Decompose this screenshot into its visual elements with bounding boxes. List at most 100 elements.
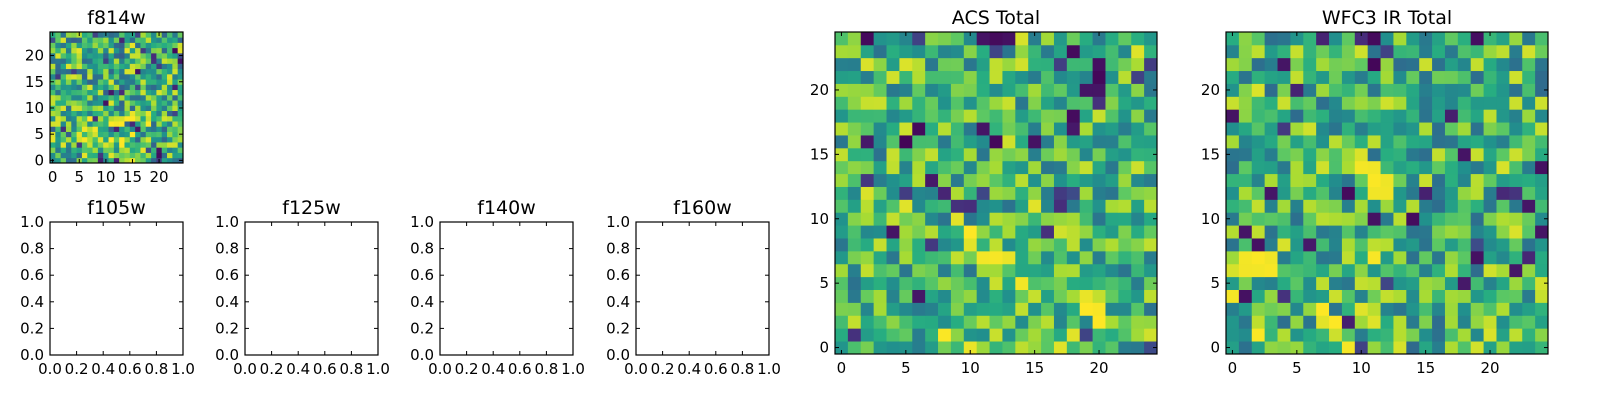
heatmap-cell (950, 212, 965, 226)
heatmap-cell (938, 173, 952, 187)
heatmap-cell (1457, 212, 1472, 226)
heatmap-cell (103, 142, 109, 148)
heatmap-cell (963, 57, 978, 72)
heatmap-cell (1406, 160, 1420, 175)
heatmap-cell (1329, 109, 1343, 123)
heatmap-cell (1131, 328, 1145, 342)
heatmap-cell (1535, 263, 1549, 278)
heatmap-cell (50, 152, 56, 159)
heatmap-cell (81, 47, 88, 54)
heatmap-cell (1393, 302, 1407, 316)
heatmap-cell (76, 58, 83, 64)
heatmap-cell (1444, 238, 1459, 252)
heatmap-cell (1444, 160, 1459, 175)
heatmap-cell (60, 110, 67, 117)
heatmap-cell (1406, 276, 1420, 290)
heatmap-cell (1066, 122, 1081, 136)
heatmap-cell (71, 37, 77, 43)
heatmap-cell (925, 44, 939, 59)
heatmap-cell (55, 115, 62, 122)
heatmap-cell (1341, 328, 1356, 342)
heatmap-cell (1329, 147, 1343, 162)
heatmap-cell (925, 186, 939, 200)
heatmap-cell (81, 68, 88, 75)
heatmap-cell (1092, 302, 1106, 316)
heatmap-cell (145, 68, 152, 75)
heatmap-cell (1118, 32, 1132, 46)
heatmap-cell (912, 96, 926, 110)
heatmap-cell (963, 70, 978, 84)
heatmap-cell (119, 157, 125, 164)
heatmap-cell (1053, 173, 1068, 187)
heatmap-cell (55, 136, 62, 143)
heatmap-cell (1316, 83, 1330, 97)
heatmap-cell (177, 142, 184, 148)
heatmap-cell (65, 94, 72, 101)
heatmap-cell (124, 52, 131, 59)
heatmap-cell (177, 47, 184, 54)
heatmap-cell (156, 110, 163, 117)
heatmap-cell (156, 136, 163, 143)
heatmap-cell (1406, 302, 1420, 316)
heatmap-cell (886, 96, 900, 110)
x-tick-label: 15 (1025, 359, 1044, 377)
heatmap-cell (1041, 122, 1055, 136)
heatmap-cell (1329, 212, 1343, 226)
heatmap-cell (140, 126, 147, 132)
heatmap-cell (1053, 250, 1068, 265)
heatmap-cell (1393, 160, 1407, 175)
heatmap-cell (1131, 135, 1145, 149)
heatmap-cell (835, 263, 849, 278)
heatmap-cell (1354, 341, 1369, 355)
heatmap-cell (886, 238, 900, 252)
heatmap-cell (1470, 186, 1484, 200)
heatmap-cell (129, 42, 136, 49)
heatmap-cell (167, 94, 173, 101)
heatmap-cell (1118, 122, 1132, 136)
heatmap-cell (1028, 341, 1042, 355)
heatmap-cell (1393, 57, 1407, 72)
heatmap-cell (1105, 225, 1119, 239)
heatmap-cell (1066, 109, 1081, 123)
heatmap-cell (97, 147, 104, 153)
heatmap-cell (1144, 70, 1158, 84)
heatmap-cell (1303, 160, 1317, 175)
heatmap-cell (87, 47, 93, 54)
heatmap-cell (1251, 70, 1266, 84)
heatmap-cell (835, 173, 849, 187)
heatmap-cell (161, 73, 168, 80)
heatmap-cell (55, 73, 62, 80)
heatmap-cell (1496, 225, 1510, 239)
heatmap-cell (886, 263, 900, 278)
heatmap-cell (1238, 96, 1253, 110)
heatmap-cell (1066, 341, 1081, 355)
heatmap-cell (1316, 315, 1330, 329)
heatmap-cell (1457, 341, 1472, 355)
heatmap-cell (1290, 341, 1304, 355)
heatmap-cell (912, 109, 926, 123)
heatmap-cell (886, 199, 900, 213)
heatmap-cell (113, 105, 120, 111)
heatmap-cell (151, 94, 157, 101)
heatmap-cell (1041, 160, 1055, 175)
heatmap-cell (1264, 186, 1278, 200)
heatmap-cell (1444, 147, 1459, 162)
heatmap-cell (50, 68, 56, 75)
y-tick-label: 0.6 (606, 266, 630, 284)
heatmap-cell (1329, 135, 1343, 149)
panel-title: f160w (673, 197, 732, 219)
heatmap-cell (938, 315, 952, 329)
panel-title: WFC3 IR Total (1322, 7, 1452, 29)
heatmap-cell (1303, 289, 1317, 303)
heatmap-cell (847, 96, 862, 110)
heatmap-cell (899, 341, 913, 355)
heatmap-cell (124, 32, 131, 38)
heatmap-cell (1092, 263, 1106, 278)
heatmap-cell (963, 328, 978, 342)
heatmap-cell (1535, 32, 1549, 46)
heatmap-cell (76, 79, 83, 85)
heatmap-cell (108, 152, 115, 159)
heatmap-cell (1105, 147, 1119, 162)
heatmap-cell (172, 58, 179, 64)
heatmap-cell (886, 83, 900, 97)
